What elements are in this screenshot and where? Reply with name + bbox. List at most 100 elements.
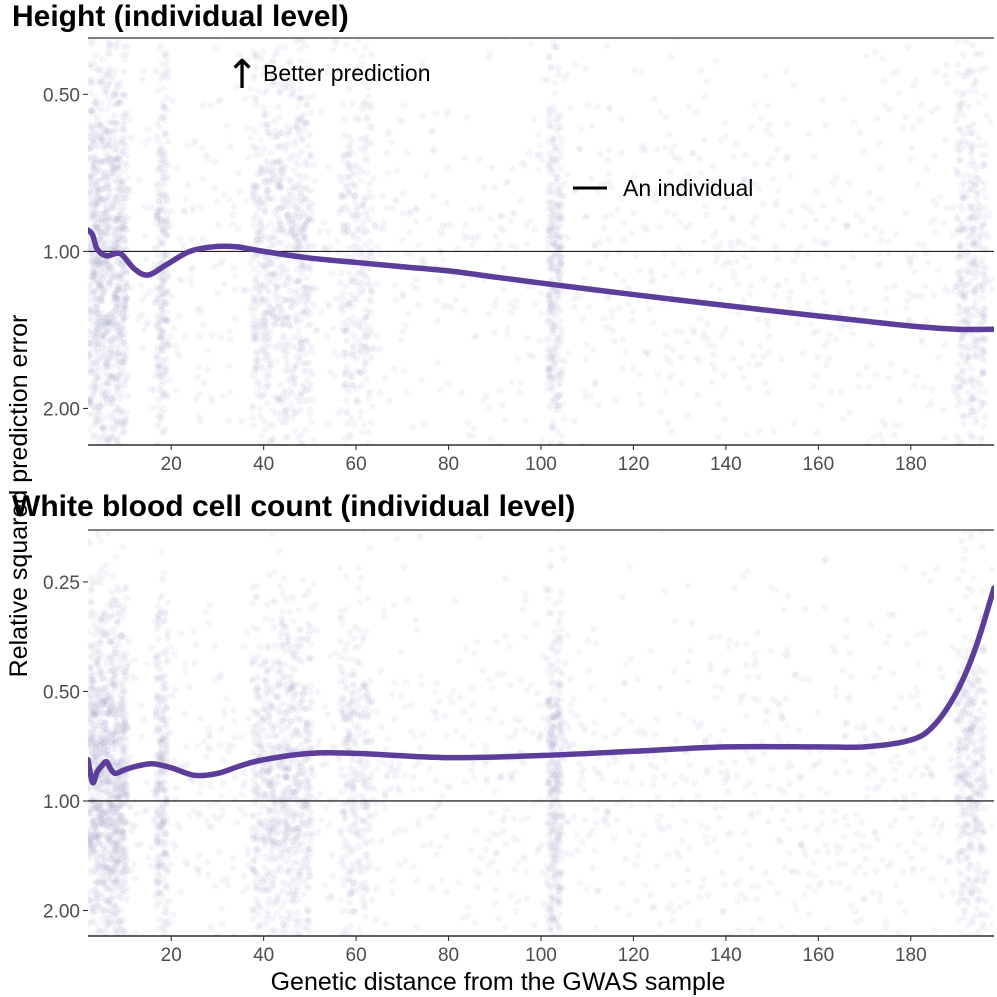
individual-point (88, 157, 95, 165)
individual-point (91, 364, 99, 371)
individual-point (691, 108, 699, 116)
individual-point (814, 353, 822, 361)
individual-point (971, 274, 978, 281)
individual-point (494, 849, 501, 857)
individual-point (215, 98, 222, 106)
individual-point (953, 226, 961, 234)
individual-point (363, 375, 370, 383)
individual-point (93, 259, 101, 267)
individual-point (824, 338, 832, 345)
individual-point (740, 241, 748, 248)
individual-point (101, 158, 108, 166)
individual-point (549, 216, 557, 224)
individual-point (463, 113, 471, 121)
individual-point (364, 103, 372, 110)
individual-point (304, 297, 312, 304)
individual-point (217, 334, 225, 342)
individual-point (304, 101, 311, 108)
individual-point (92, 183, 100, 191)
individual-point (250, 265, 258, 273)
individual-point (741, 151, 749, 159)
individual-point (105, 328, 113, 336)
individual-point (811, 887, 818, 895)
individual-point (591, 380, 599, 388)
individual-point (300, 360, 308, 368)
individual-point (102, 174, 110, 182)
individual-point (667, 428, 675, 436)
individual-point (388, 205, 396, 212)
individual-point (966, 279, 974, 287)
individual-point (95, 402, 103, 410)
individual-point (401, 703, 409, 711)
individual-point (159, 341, 167, 349)
individual-point (347, 291, 355, 298)
individual-point (92, 94, 99, 101)
individual-point (350, 192, 358, 200)
individual-point (111, 243, 118, 251)
individual-point (606, 104, 613, 112)
individual-point (156, 334, 164, 342)
individual-point (153, 219, 161, 227)
individual-point (799, 271, 807, 279)
individual-point (783, 68, 790, 75)
individual-point (94, 321, 102, 329)
individual-point (93, 287, 101, 294)
individual-point (109, 375, 117, 383)
individual-point (158, 428, 166, 436)
individual-point (531, 226, 539, 234)
individual-point (158, 345, 166, 353)
individual-point (668, 371, 676, 378)
individual-point (281, 408, 289, 415)
individual-point (765, 121, 773, 128)
individual-point (854, 723, 861, 731)
individual-point (427, 128, 435, 136)
individual-point (97, 282, 105, 290)
individual-point (570, 295, 578, 303)
individual-point (158, 276, 166, 283)
individual-point (110, 112, 118, 120)
individual-point (840, 263, 847, 271)
individual-point (93, 98, 101, 106)
individual-point (702, 203, 710, 210)
individual-point (984, 233, 991, 241)
individual-point (871, 827, 879, 835)
individual-point (117, 138, 125, 146)
individual-point (670, 142, 677, 150)
individual-point (116, 186, 124, 194)
individual-point (943, 60, 951, 68)
individual-point (968, 144, 975, 152)
wbc-panel-title: White blood cell count (individual level… (12, 490, 575, 523)
individual-point (502, 840, 510, 848)
individual-point (144, 126, 152, 133)
individual-point (560, 192, 567, 200)
individual-point (365, 180, 373, 188)
individual-point (225, 741, 233, 749)
individual-point (156, 328, 164, 335)
individual-point (749, 352, 757, 360)
individual-point (160, 227, 167, 235)
individual-point (257, 216, 264, 223)
individual-point (946, 741, 954, 749)
individual-point (556, 213, 563, 221)
individual-point (934, 266, 942, 274)
individual-point (92, 163, 100, 170)
individual-point (700, 329, 708, 337)
individual-point (609, 307, 616, 315)
individual-point (113, 245, 121, 252)
individual-point (476, 533, 484, 541)
individual-point (670, 908, 678, 916)
x-tick-label: 140 (710, 454, 742, 475)
individual-point (764, 160, 772, 168)
individual-point (819, 202, 827, 210)
individual-point (103, 258, 111, 265)
individual-point (523, 222, 530, 230)
individual-point (218, 876, 226, 884)
individual-point (325, 300, 332, 308)
individual-point (92, 257, 99, 265)
individual-point (418, 785, 425, 792)
individual-point (399, 117, 406, 125)
individual-point (162, 299, 170, 307)
individual-point (554, 174, 561, 182)
individual-point (399, 189, 407, 197)
individual-point (306, 367, 314, 374)
